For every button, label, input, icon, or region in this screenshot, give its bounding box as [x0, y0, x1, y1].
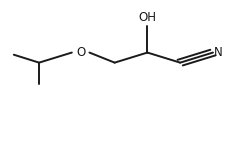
- Text: O: O: [76, 46, 85, 59]
- Text: N: N: [214, 46, 223, 59]
- Text: OH: OH: [138, 11, 156, 24]
